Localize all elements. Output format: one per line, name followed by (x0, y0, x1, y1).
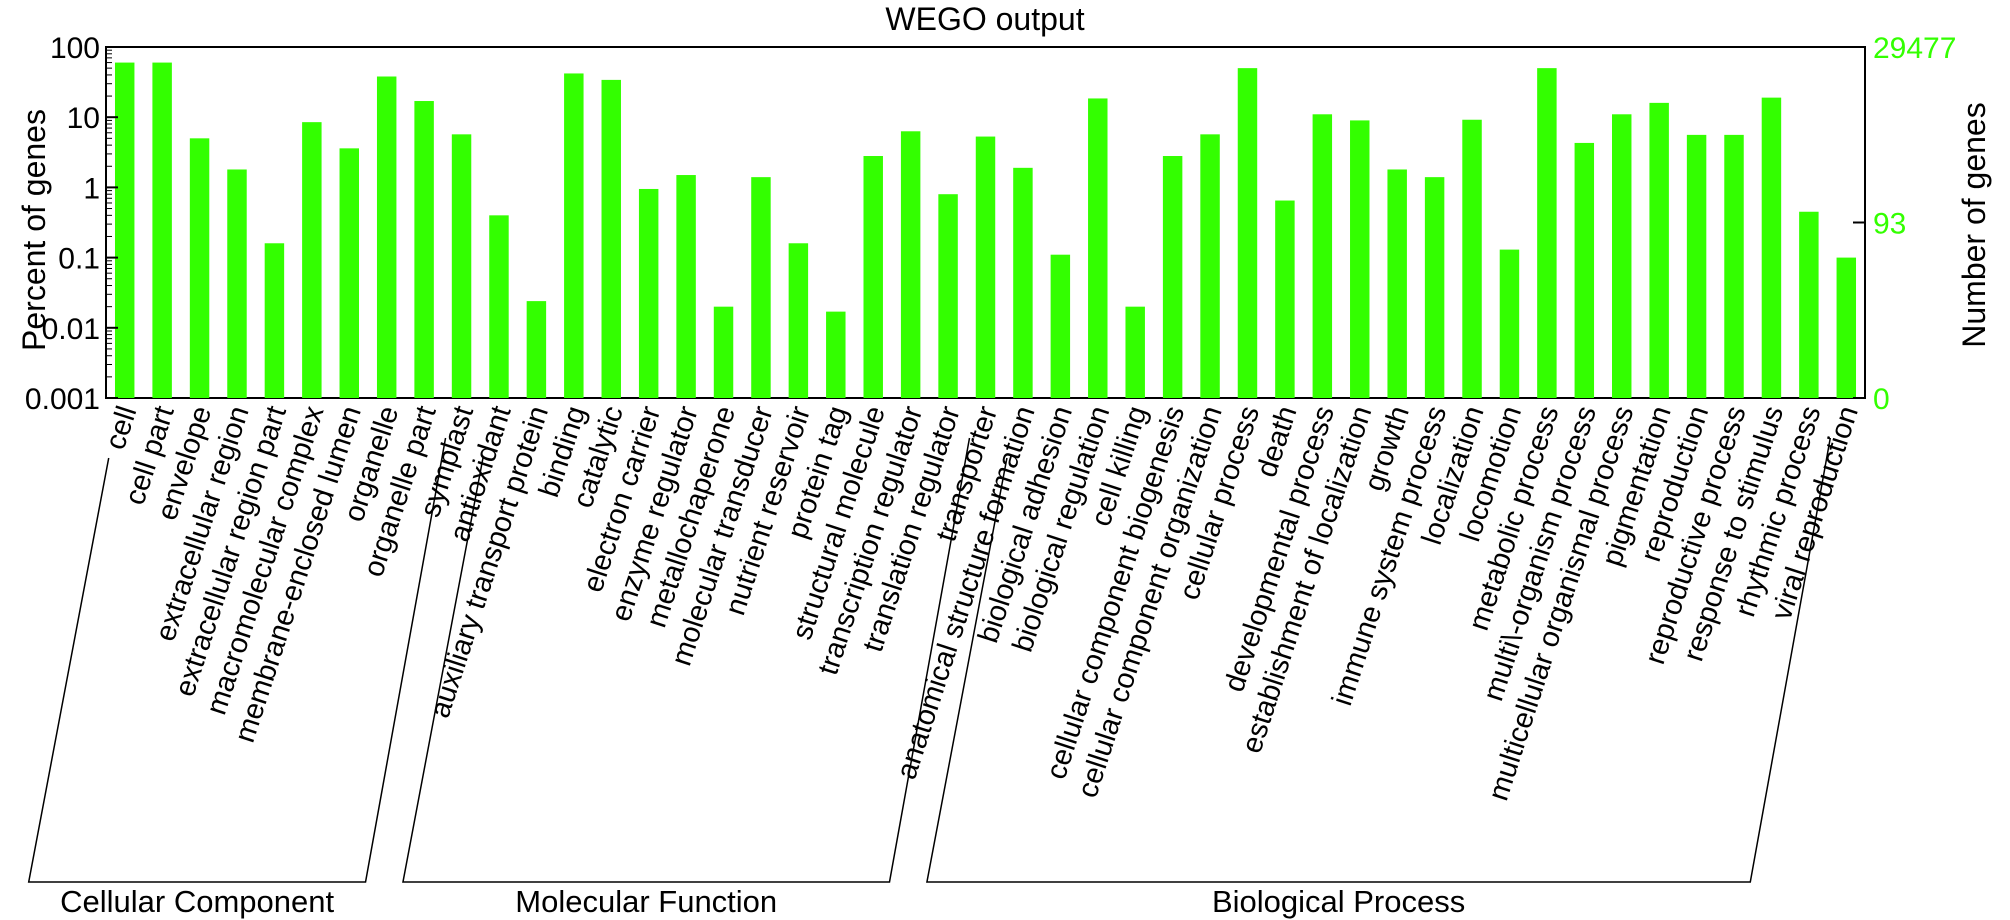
bar (1574, 142, 1595, 398)
bar (526, 301, 547, 398)
bar (1836, 257, 1857, 398)
bar (826, 311, 846, 398)
bar (1799, 211, 1819, 398)
bar (900, 131, 921, 398)
group-bracket (926, 437, 1832, 883)
bar (451, 134, 472, 398)
bar (1350, 120, 1370, 399)
group-label: Molecular Function (515, 884, 777, 919)
bar (1724, 134, 1744, 398)
y-tick-label: 100 (50, 32, 100, 65)
right-axis-ticks: 29477 93 0 (1853, 32, 1956, 416)
bar (1200, 134, 1220, 398)
bar (676, 175, 696, 398)
bar (1462, 119, 1482, 398)
bar (414, 101, 434, 398)
bar (489, 215, 509, 398)
bar (938, 194, 958, 398)
group-bracket (27, 437, 447, 883)
bar (1275, 200, 1295, 398)
left-axis-ticks: 100 10 1 0.1 0.01 0.001 (25, 32, 118, 416)
bar (601, 79, 621, 398)
bar (1162, 156, 1183, 398)
group-bracket (402, 437, 971, 883)
bar (152, 62, 172, 398)
bar (564, 73, 584, 398)
bar (1537, 68, 1557, 398)
bar (302, 122, 322, 399)
bar (1649, 102, 1669, 398)
bar (1013, 167, 1033, 398)
bar (339, 148, 359, 398)
y-tick-label: 0.1 (58, 243, 100, 276)
group-label: Cellular Component (60, 884, 334, 919)
y2-tick-label: 0 (1873, 383, 1890, 416)
bar (975, 136, 996, 398)
bar (1424, 177, 1445, 398)
bar (376, 76, 397, 398)
bar (638, 188, 659, 398)
bar (788, 243, 809, 398)
bar (1125, 306, 1145, 398)
bars (114, 62, 1857, 399)
bar (863, 156, 883, 398)
category-groups: Cellular Component Molecular Function Biol… (27, 437, 1832, 919)
bar (713, 306, 734, 398)
y-axis-label: Percent of genes (16, 109, 52, 351)
bar (264, 243, 285, 398)
bar (1237, 68, 1258, 398)
bar (1686, 134, 1707, 398)
bar (1387, 169, 1407, 398)
bar (1312, 114, 1333, 398)
bar (751, 177, 771, 398)
bar (1612, 114, 1632, 398)
y2-axis-label: Number of genes (1956, 102, 1992, 347)
y-tick-label: 0.01 (42, 313, 100, 346)
bar (189, 138, 210, 398)
group-label: Biological Process (1212, 884, 1465, 919)
y-tick-label: 10 (67, 102, 100, 135)
y2-tick-label: 93 (1873, 208, 1906, 241)
y-tick-label: 1 (83, 172, 100, 205)
bar (1088, 98, 1108, 398)
bar (114, 62, 135, 398)
bar (1050, 254, 1071, 398)
y2-tick-label: 29477 (1873, 32, 1956, 65)
bar (1499, 249, 1520, 398)
bar (227, 169, 247, 398)
y-tick-label: 0.001 (25, 383, 100, 416)
chart-title: WEGO output (885, 1, 1084, 37)
bar (1761, 97, 1782, 398)
